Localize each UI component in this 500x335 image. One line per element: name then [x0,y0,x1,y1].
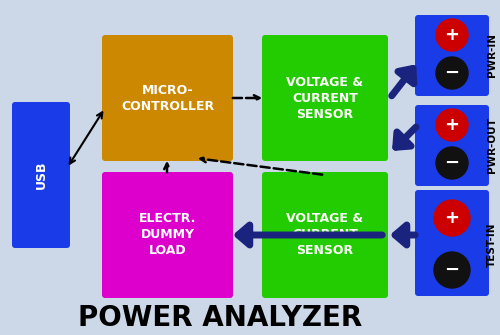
Text: +: + [444,26,460,44]
FancyBboxPatch shape [415,190,489,296]
Circle shape [436,147,468,179]
Text: −: − [444,64,460,82]
Circle shape [436,19,468,51]
Text: +: + [444,116,460,134]
Text: VOLTAGE &
CURRENT
SENSOR: VOLTAGE & CURRENT SENSOR [286,212,364,258]
FancyBboxPatch shape [415,105,489,186]
Text: USB: USB [34,161,48,189]
Circle shape [436,109,468,141]
Text: POWER ANALYZER: POWER ANALYZER [78,304,362,332]
Circle shape [434,252,470,288]
Text: ELECTR.
DUMMY
LOAD: ELECTR. DUMMY LOAD [139,212,196,258]
FancyBboxPatch shape [12,102,70,248]
Text: +: + [444,209,460,227]
FancyBboxPatch shape [262,35,388,161]
Text: PWR-OUT: PWR-OUT [487,117,497,173]
Circle shape [434,200,470,236]
FancyBboxPatch shape [102,35,233,161]
Text: VOLTAGE &
CURRENT
SENSOR: VOLTAGE & CURRENT SENSOR [286,75,364,121]
Text: −: − [444,261,460,279]
FancyBboxPatch shape [415,15,489,96]
FancyBboxPatch shape [262,172,388,298]
Text: MICRO-
CONTROLLER: MICRO- CONTROLLER [121,83,214,113]
Text: TEST-IN: TEST-IN [487,223,497,267]
Circle shape [436,57,468,89]
Text: −: − [444,154,460,172]
Text: PWR-IN: PWR-IN [487,33,497,77]
FancyBboxPatch shape [102,172,233,298]
